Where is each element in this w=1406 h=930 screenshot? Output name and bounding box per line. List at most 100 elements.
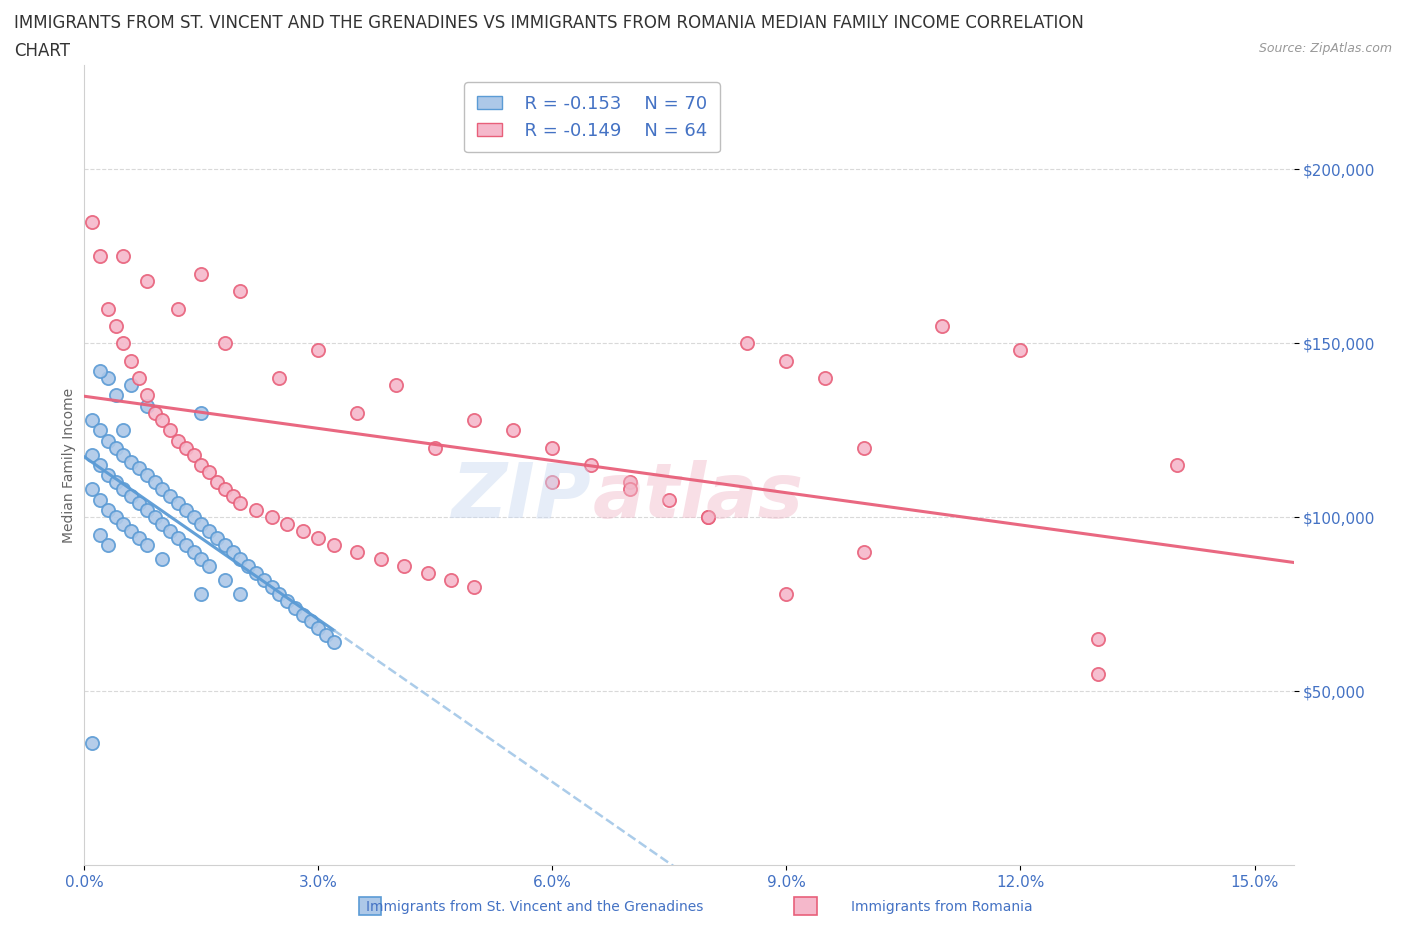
Point — [502, 423, 524, 438]
Point — [260, 579, 283, 594]
Point — [190, 458, 212, 472]
Point — [89, 492, 111, 507]
Point — [82, 447, 104, 462]
Point — [346, 544, 368, 559]
Y-axis label: Median Family Income: Median Family Income — [62, 388, 76, 542]
Point — [135, 398, 157, 413]
Point — [463, 412, 485, 427]
Point — [931, 318, 953, 333]
Point — [159, 423, 181, 438]
Point — [104, 510, 127, 525]
Point — [128, 496, 150, 511]
Point — [120, 524, 142, 538]
Point — [463, 579, 485, 594]
Point — [104, 475, 127, 490]
Point — [97, 301, 120, 316]
Point — [214, 572, 236, 587]
Point — [112, 447, 135, 462]
Point — [385, 378, 408, 392]
Point — [307, 343, 329, 358]
Point — [619, 475, 641, 490]
Point — [89, 458, 111, 472]
Point — [440, 572, 463, 587]
Point — [315, 628, 337, 643]
Point — [112, 249, 135, 264]
Point — [245, 503, 267, 518]
Point — [737, 336, 759, 351]
Point — [221, 544, 243, 559]
Point — [104, 388, 127, 403]
Point — [1166, 458, 1188, 472]
Point — [183, 510, 205, 525]
Point — [89, 364, 111, 379]
Point — [104, 318, 127, 333]
Point — [853, 544, 876, 559]
Point — [190, 266, 212, 281]
Point — [619, 482, 641, 497]
Point — [183, 544, 205, 559]
Point — [128, 531, 150, 546]
Point — [190, 517, 212, 532]
Point — [135, 538, 157, 552]
Point — [307, 531, 329, 546]
Point — [775, 353, 797, 368]
Point — [214, 336, 236, 351]
Point — [128, 461, 150, 476]
Point — [229, 586, 252, 601]
Point — [143, 405, 166, 420]
Text: atlas: atlas — [592, 460, 803, 534]
Point — [183, 447, 205, 462]
Point — [229, 284, 252, 299]
Point — [120, 454, 142, 469]
Point — [346, 405, 368, 420]
Point — [198, 558, 221, 573]
Point — [291, 524, 314, 538]
Point — [112, 517, 135, 532]
Point — [205, 475, 228, 490]
Point — [112, 482, 135, 497]
Point — [112, 423, 135, 438]
Point — [143, 510, 166, 525]
Point — [159, 524, 181, 538]
Point — [697, 510, 720, 525]
Point — [150, 412, 173, 427]
Point — [205, 531, 228, 546]
Point — [120, 489, 142, 504]
Point — [260, 510, 283, 525]
Point — [150, 551, 173, 566]
Point — [135, 468, 157, 483]
Point — [112, 336, 135, 351]
Point — [276, 593, 298, 608]
Point — [174, 503, 197, 518]
Point — [89, 527, 111, 542]
Point — [89, 249, 111, 264]
Point — [159, 489, 181, 504]
Point — [89, 423, 111, 438]
Point — [392, 558, 415, 573]
Point — [370, 551, 392, 566]
Point — [323, 635, 346, 650]
Point — [307, 621, 329, 636]
Point — [269, 586, 291, 601]
Point — [150, 482, 173, 497]
Point — [323, 538, 346, 552]
Point — [190, 551, 212, 566]
Point — [214, 538, 236, 552]
Point — [120, 378, 142, 392]
Point — [291, 607, 314, 622]
Point — [238, 558, 260, 573]
Point — [299, 614, 322, 629]
Point — [190, 586, 212, 601]
Point — [814, 371, 837, 386]
Point — [198, 464, 221, 479]
Point — [284, 600, 307, 615]
Text: Source: ZipAtlas.com: Source: ZipAtlas.com — [1258, 42, 1392, 55]
Text: ZIP: ZIP — [453, 460, 592, 534]
Point — [135, 503, 157, 518]
Point — [198, 524, 221, 538]
Text: CHART: CHART — [14, 42, 70, 60]
Point — [229, 496, 252, 511]
Point — [1087, 631, 1109, 646]
Point — [128, 371, 150, 386]
Point — [245, 565, 267, 580]
